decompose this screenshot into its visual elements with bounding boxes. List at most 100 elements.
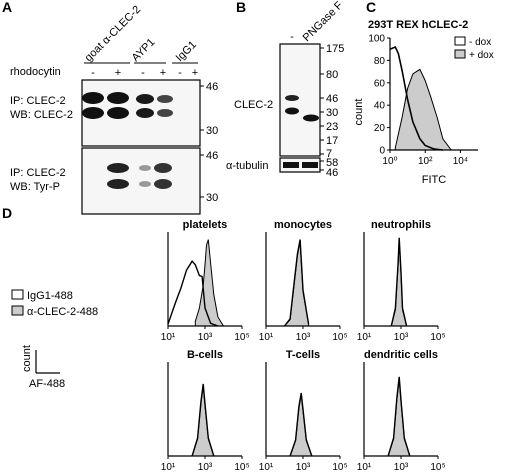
mw-marker: 7 (326, 148, 332, 160)
panel-b-letter: B (236, 0, 246, 15)
x-tick-label: 10⁰ (382, 156, 397, 167)
mw-marker: 46 (206, 81, 218, 93)
panel-c: C 293T REX hCLEC-2 count FITC 0 20 40 60 80 1… (353, 0, 494, 186)
chart-c-ylabel: count (353, 99, 365, 126)
x-tick-label: 10⁵ (430, 332, 445, 343)
legend-clec2: α-CLEC-2-488 (27, 306, 98, 318)
loading-label: α-tubulin (226, 160, 268, 172)
mw-marker: 23 (326, 121, 338, 133)
x-tick-label: 10¹ (161, 332, 176, 343)
histogram-B-cells: B-cells 10¹ 10³ 10⁵ (161, 349, 250, 473)
mw-marker: 80 (326, 69, 338, 81)
y-tick-label: 40 (374, 101, 386, 112)
lane-label-minus: - (290, 31, 294, 43)
subplot-title: dendritic cells (364, 349, 438, 361)
x-tick-label: 10³ (296, 332, 311, 343)
y-tick-label: 20 (374, 123, 386, 134)
mw-marker: 30 (326, 107, 338, 119)
x-tick-label: 10¹ (259, 332, 274, 343)
x-tick-label: 10³ (394, 332, 409, 343)
mw-marker: 46 (326, 167, 338, 179)
mw-marker: 30 (206, 125, 218, 137)
lane-sign: - (141, 67, 145, 79)
x-tick-label: 10⁵ (430, 462, 445, 473)
blot-b-tubulin (279, 157, 321, 173)
panel-b: B - PNGase F CLEC-2 α-tubulin 175 80 46 … (226, 0, 346, 179)
mw-marker: 58 (326, 157, 338, 169)
lane-sign: + (192, 67, 198, 79)
series-igg1 (283, 239, 310, 327)
subplot-title: neutrophils (371, 219, 431, 231)
mw-marker: 46 (326, 93, 338, 105)
y-tick-label: 0 (379, 146, 385, 157)
x-tick-label: 10³ (198, 462, 213, 473)
x-tick-label: 10¹ (259, 462, 274, 473)
chart-c: 0 20 40 60 80 100 10⁰ 10² 10⁴ (368, 34, 478, 167)
series-igg1 (167, 260, 219, 327)
blot-clec2: IP: CLEC-2 WB: CLEC-2 46 30 (10, 79, 218, 147)
chart-c-legend: - dox + dox (454, 36, 494, 61)
legend-plus-dox: + dox (469, 50, 494, 61)
x-tick-label: 10⁵ (234, 462, 249, 473)
mw-marker: 46 (206, 150, 218, 162)
panel-d: D IgG1-488 α-CLEC-2-488 count AF-488 pla… (2, 205, 446, 473)
mw-marker: 17 (326, 135, 338, 147)
subplot-title: T-cells (286, 349, 320, 361)
legend-swatch-clec2 (11, 305, 24, 316)
antibody-label-igg1: IgG1 (174, 39, 199, 64)
panel-a-letter: A (2, 0, 12, 15)
legend-swatch-igg1 (11, 289, 24, 300)
legend-swatch-plus-dox (454, 49, 466, 59)
blot1-wb-label: WB: CLEC-2 (10, 109, 73, 121)
subplot-title: platelets (183, 219, 228, 231)
x-tick-label: 10² (418, 156, 433, 167)
mw-ladder-b: 175 80 46 30 23 17 7 58 46 (320, 43, 344, 179)
y-tick-label: 100 (368, 34, 385, 45)
legend-swatch-minus-dox (454, 36, 466, 46)
x-tick-label: 10³ (296, 462, 311, 473)
blot2-wb-label: WB: Tyr-P (10, 181, 60, 193)
antibody-label-ayp1: AYP1 (130, 36, 158, 64)
treatment-label: rhodocytin (10, 66, 61, 78)
x-tick-label: 10¹ (357, 462, 372, 473)
y-tick-label: 60 (374, 78, 386, 89)
panel-a: A goat α-CLEC-2 AYP1 IgG1 rhodocytin - +… (2, 0, 218, 215)
lane-sign: - (178, 67, 182, 79)
series-minus-dox (389, 45, 443, 151)
legend-minus-dox: - dox (469, 37, 491, 48)
x-tick-label: 10¹ (161, 462, 176, 473)
scale-bar-x: AF-488 (29, 378, 65, 390)
subplot-title: monocytes (274, 219, 332, 231)
x-tick-label: 10³ (394, 462, 409, 473)
lane-sign: + (115, 67, 121, 79)
blot-tyrp: IP: CLEC-2 WB: Tyr-P 46 30 (10, 147, 218, 215)
x-tick-label: 10⁴ (453, 156, 468, 167)
legend-igg1: IgG1-488 (27, 290, 73, 302)
lane-label-pngase: PNGase F (301, 0, 346, 44)
scale-bar-y: count (21, 345, 33, 372)
series-igg1 (390, 237, 408, 327)
panel-d-legend: IgG1-488 α-CLEC-2-488 (11, 289, 98, 318)
chart-c-xlabel: FITC (422, 174, 446, 186)
x-tick-label: 10⁵ (234, 332, 249, 343)
blot1-ip-label: IP: CLEC-2 (10, 95, 66, 107)
panel-d-letter: D (2, 205, 12, 221)
x-tick-label: 10⁵ (332, 332, 347, 343)
mw-marker: 175 (326, 43, 344, 55)
lane-sign: - (91, 67, 95, 79)
series-plus-dox (394, 68, 453, 151)
histogram-neutrophils: neutrophils 10¹ 10³ 10⁵ (357, 219, 446, 343)
panel-c-letter: C (366, 0, 376, 15)
y-tick-label: 80 (374, 56, 386, 67)
scale-bar: count AF-488 (21, 345, 65, 390)
series-clec2 (194, 239, 225, 327)
histogram-dendritic-cells: dendritic cells 10¹ 10³ 10⁵ (357, 349, 446, 473)
protein-label: CLEC-2 (234, 99, 273, 111)
histogram-platelets: platelets 10¹ 10³ 10⁵ (161, 219, 250, 343)
x-tick-label: 10¹ (357, 332, 372, 343)
series-igg1 (191, 383, 215, 457)
blot-b-main (279, 43, 321, 157)
histogram-monocytes: monocytes 10¹ 10³ 10⁵ (259, 219, 348, 343)
